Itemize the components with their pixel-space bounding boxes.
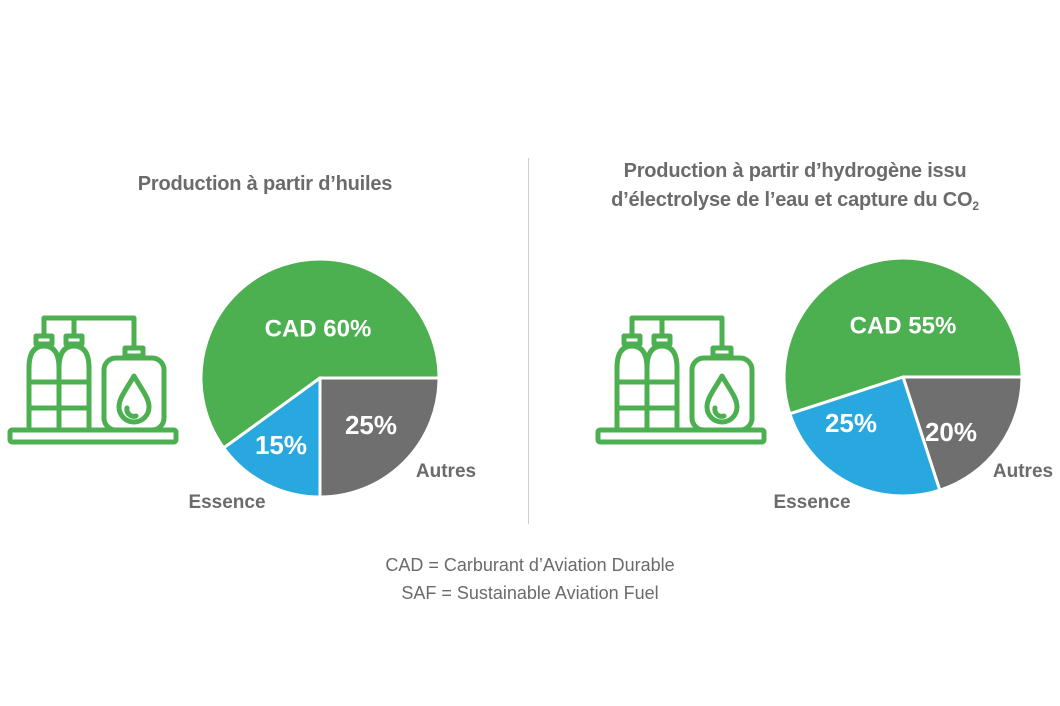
slice-label-essence: 25%: [825, 408, 877, 438]
right-title-line-1: Production à partir d’hydrogène issu: [623, 160, 967, 182]
pie-slice-autres: [901, 375, 1024, 492]
fuel-tanks-icon: [595, 315, 767, 445]
right-chart-title: Production à partir d’hydrogène issu d’é…: [560, 157, 1030, 221]
category-label-autres: Autres: [416, 461, 476, 482]
footnote-saf: SAF = Sustainable Aviation Fuel: [401, 583, 659, 603]
slice-label-autres: 25%: [345, 410, 397, 440]
left-pie-chart: CAD 60% 25% Autres 15% Essence: [188, 257, 476, 513]
panel-divider: [528, 158, 529, 524]
right-title-line-2: d’électrolyse de l’eau et capture du CO2: [560, 186, 1030, 221]
category-label-autres: Autres: [993, 461, 1053, 482]
slice-label-essence: 15%: [255, 430, 307, 460]
slice-label-cad: CAD 55%: [850, 312, 957, 339]
right-pie-chart: CAD 55% 20% Autres 25% Essence: [773, 256, 1053, 513]
category-label-essence: Essence: [188, 492, 265, 513]
pie-slice-essence: [788, 375, 942, 498]
pie-slice-autres: [318, 376, 441, 499]
pie-slice-cad: [199, 257, 441, 450]
left-title-line-1: Production à partir d’huiles: [137, 173, 393, 195]
co2-subscript: 2: [972, 199, 979, 213]
slice-label-autres: 20%: [925, 417, 977, 447]
pie-slice-essence: [222, 376, 322, 499]
fuel-tanks-icon: [7, 315, 179, 445]
left-chart-title: Production à partir d’huiles: [40, 170, 490, 199]
category-label-essence: Essence: [773, 492, 850, 513]
pie-slice-cad: [782, 256, 1024, 416]
slice-label-cad: CAD 60%: [265, 315, 372, 342]
right-title-line-2-text: d’électrolyse de l’eau et capture du CO: [611, 189, 973, 211]
footnote-cad: CAD = Carburant d’Aviation Durable: [385, 555, 675, 575]
